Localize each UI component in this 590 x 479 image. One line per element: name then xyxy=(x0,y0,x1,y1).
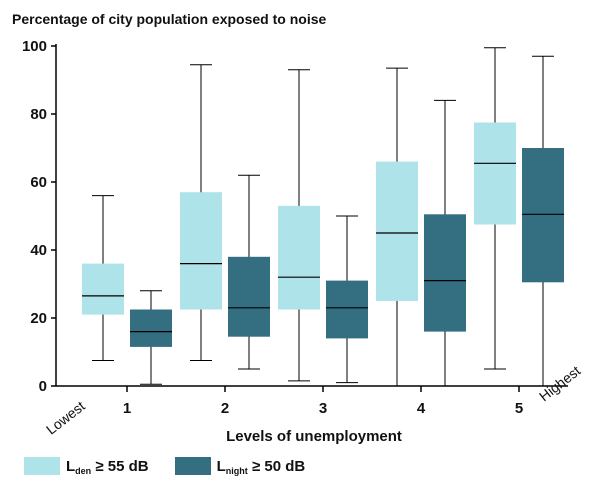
box-lden xyxy=(474,122,516,225)
legend-swatch-lden xyxy=(24,457,60,475)
box-lden xyxy=(278,205,320,310)
legend-lden-main: L xyxy=(66,457,76,475)
x-axis-label: Levels of unemployment xyxy=(226,428,402,445)
x-tick-label: 5 xyxy=(515,400,523,417)
box-lden xyxy=(180,192,222,310)
y-tick-label: 40 xyxy=(30,242,47,259)
legend-lnight-rest: ≥ 50 dB xyxy=(251,457,306,475)
x-tick-label: 4 xyxy=(417,400,426,417)
box-lnight xyxy=(130,309,172,347)
box-lden xyxy=(376,161,418,301)
x-tick-label: 2 xyxy=(221,400,229,417)
box-lnight xyxy=(522,148,564,283)
y-tick-label: 100 xyxy=(22,38,47,55)
box-plots xyxy=(82,47,564,387)
box-lnight xyxy=(228,256,270,337)
chart-title: Percentage of city population exposed to… xyxy=(12,11,326,27)
x-tick-label: 1 xyxy=(123,400,131,417)
legend-swatch-lnight xyxy=(174,457,211,475)
legend-lden-rest: ≥ 55 dB xyxy=(95,457,149,475)
box-lden xyxy=(82,263,124,315)
legend-lnight-sub: night xyxy=(225,465,248,476)
y-axis: 0 20 40 60 80 100 xyxy=(22,38,57,395)
x-tick-label: 3 xyxy=(319,400,327,417)
box-lnight xyxy=(424,214,466,332)
y-tick-label: 0 xyxy=(39,378,47,395)
legend-lnight-main: L xyxy=(216,457,226,475)
y-tick-label: 20 xyxy=(30,310,47,327)
y-tick-label: 60 xyxy=(30,174,47,191)
y-tick-label: 80 xyxy=(30,106,47,123)
box-lnight xyxy=(326,280,368,339)
x-axis: 1 2 3 4 5 xyxy=(56,385,568,417)
lowest-label: Lowest xyxy=(43,398,88,438)
legend-lden-sub: den xyxy=(75,465,92,476)
